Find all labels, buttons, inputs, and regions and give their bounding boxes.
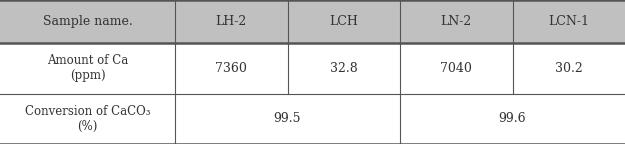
- Bar: [0, 43, 175, 94]
- Bar: [512, 94, 625, 144]
- Text: 7360: 7360: [215, 62, 248, 75]
- Text: Sample name.: Sample name.: [42, 15, 132, 28]
- Text: 7040: 7040: [440, 62, 472, 75]
- Bar: [0, 0, 175, 43]
- Text: 30.2: 30.2: [555, 62, 582, 75]
- Text: LCH: LCH: [329, 15, 358, 28]
- Text: LN-2: LN-2: [441, 15, 472, 28]
- Bar: [288, 0, 400, 43]
- Bar: [512, 43, 625, 94]
- Text: 32.8: 32.8: [330, 62, 357, 75]
- Bar: [400, 43, 512, 94]
- Bar: [175, 43, 288, 94]
- Bar: [512, 0, 625, 43]
- Bar: [288, 43, 400, 94]
- Bar: [175, 94, 288, 144]
- Bar: [400, 94, 512, 144]
- Bar: [0, 94, 175, 144]
- Bar: [175, 0, 288, 43]
- Text: LCN-1: LCN-1: [548, 15, 589, 28]
- Text: Conversion of CaCO₃
(%): Conversion of CaCO₃ (%): [25, 105, 150, 133]
- Bar: [288, 94, 400, 144]
- Text: 99.5: 99.5: [274, 112, 301, 125]
- Text: Amount of Ca
(ppm): Amount of Ca (ppm): [47, 54, 128, 82]
- Text: 99.6: 99.6: [499, 112, 526, 125]
- Text: LH-2: LH-2: [216, 15, 247, 28]
- Bar: [400, 0, 512, 43]
